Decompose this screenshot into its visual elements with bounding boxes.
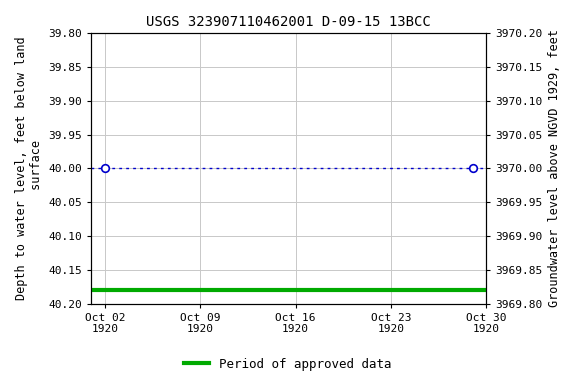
Legend: Period of approved data: Period of approved data	[179, 353, 397, 376]
Y-axis label: Groundwater level above NGVD 1929, feet: Groundwater level above NGVD 1929, feet	[548, 30, 561, 307]
Y-axis label: Depth to water level, feet below land
 surface: Depth to water level, feet below land su…	[15, 36, 43, 300]
Title: USGS 323907110462001 D-09-15 13BCC: USGS 323907110462001 D-09-15 13BCC	[146, 15, 431, 29]
